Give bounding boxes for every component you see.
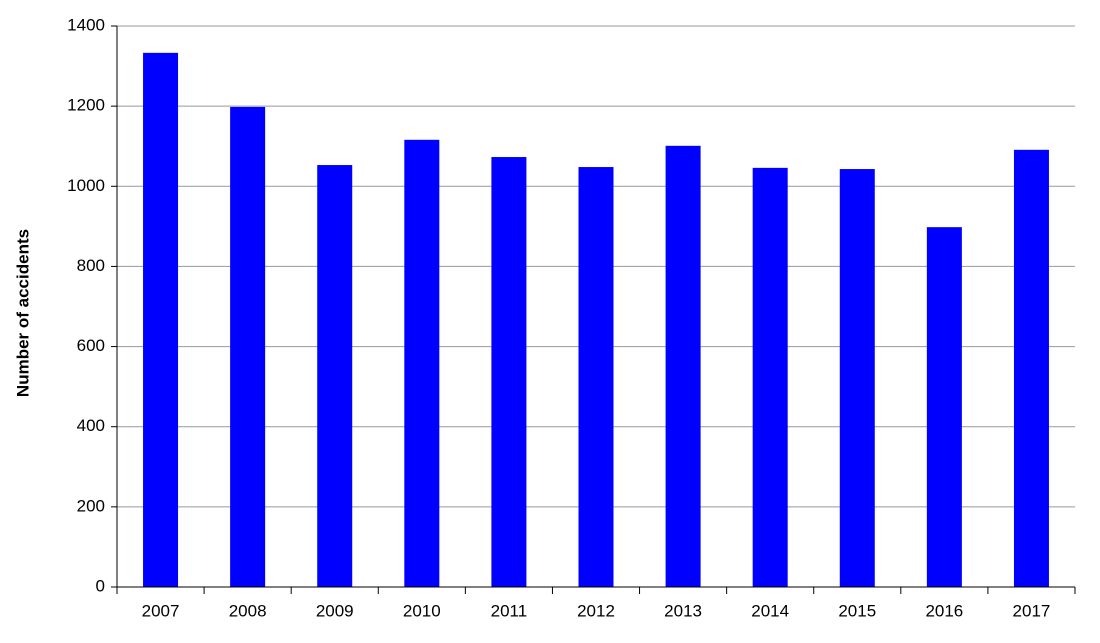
y-tick-label: 200 <box>77 496 105 515</box>
bar <box>230 106 266 588</box>
bar <box>143 52 179 588</box>
y-tick-label: 600 <box>77 336 105 355</box>
bar <box>404 139 440 587</box>
y-tick-label: 0 <box>96 576 105 595</box>
y-axis-label: Number of accidents <box>13 229 32 397</box>
x-tick-label: 2017 <box>1013 601 1051 620</box>
bar <box>317 165 353 587</box>
bar <box>926 227 962 587</box>
x-tick-label: 2009 <box>316 601 354 620</box>
x-tick-label: 2010 <box>403 601 441 620</box>
y-tick-label: 400 <box>77 416 105 435</box>
bar <box>839 169 875 587</box>
bar <box>752 167 788 588</box>
x-tick-label: 2013 <box>664 601 702 620</box>
bar <box>578 167 614 587</box>
bar <box>491 157 527 587</box>
x-tick-label: 2008 <box>229 601 267 620</box>
y-tick-label: 1000 <box>67 176 105 195</box>
x-tick-label: 2016 <box>925 601 963 620</box>
y-tick-label: 1400 <box>67 15 105 34</box>
x-tick-label: 2015 <box>838 601 876 620</box>
bar <box>1013 149 1049 587</box>
x-tick-label: 2012 <box>577 601 615 620</box>
y-tick-label: 1200 <box>67 96 105 115</box>
x-tick-label: 2011 <box>491 601 528 620</box>
y-tick-label: 800 <box>77 256 105 275</box>
bar <box>665 145 701 587</box>
x-tick-label: 2014 <box>751 601 789 620</box>
x-tick-label: 2007 <box>142 601 180 620</box>
